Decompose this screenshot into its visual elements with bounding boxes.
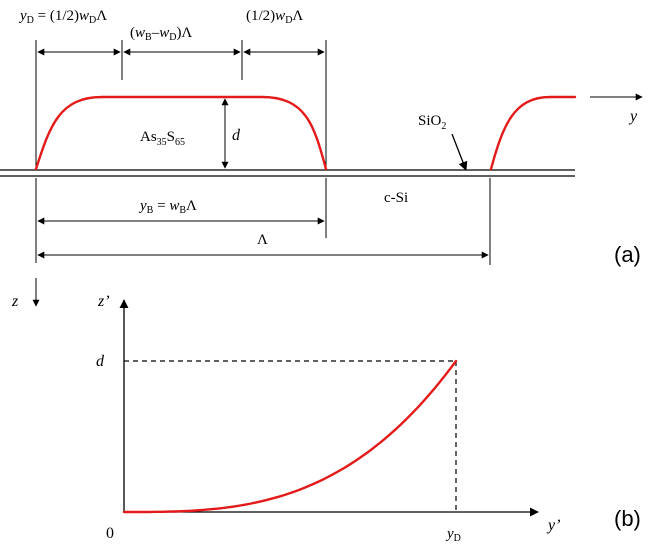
oxide-pointer-arrow — [451, 133, 468, 171]
profile-next-ridge — [489, 95, 577, 171]
panel-tag-b: (b) — [614, 506, 641, 531]
panel-tag-a: (a) — [614, 242, 641, 267]
label-wB-minus-wD: (wB–wD)Λ — [130, 25, 192, 43]
height-mark-d: d — [96, 353, 105, 370]
label-yB-equation: yB = wBΛ — [138, 198, 197, 216]
label-height-d: d — [232, 127, 241, 144]
y-prime-axis-label: y’ — [546, 517, 560, 534]
panel-b: z’ y’ 0 d yD (b) — [96, 293, 641, 544]
z-axis-label: z — [11, 293, 19, 310]
panel-a: yD = (1/2)wDΛ (wB–wD)Λ (1/2)wDΛ d As35S6… — [0, 8, 643, 310]
label-substrate: c-Si — [384, 190, 408, 206]
z-prime-axis-label: z’ — [97, 293, 110, 310]
profile-ridge — [34, 95, 328, 171]
label-yD-equation: yD = (1/2)wDΛ — [18, 8, 107, 26]
label-half-wD: (1/2)wDΛ — [246, 8, 303, 26]
y-axis-label: y — [628, 108, 638, 125]
label-material: As35S65 — [140, 129, 185, 148]
profile-curve — [122, 359, 458, 514]
yD-mark: yD — [445, 526, 461, 544]
origin-label: 0 — [106, 525, 114, 542]
label-oxide: SiO2 — [418, 113, 446, 132]
label-period: Λ — [257, 232, 268, 248]
